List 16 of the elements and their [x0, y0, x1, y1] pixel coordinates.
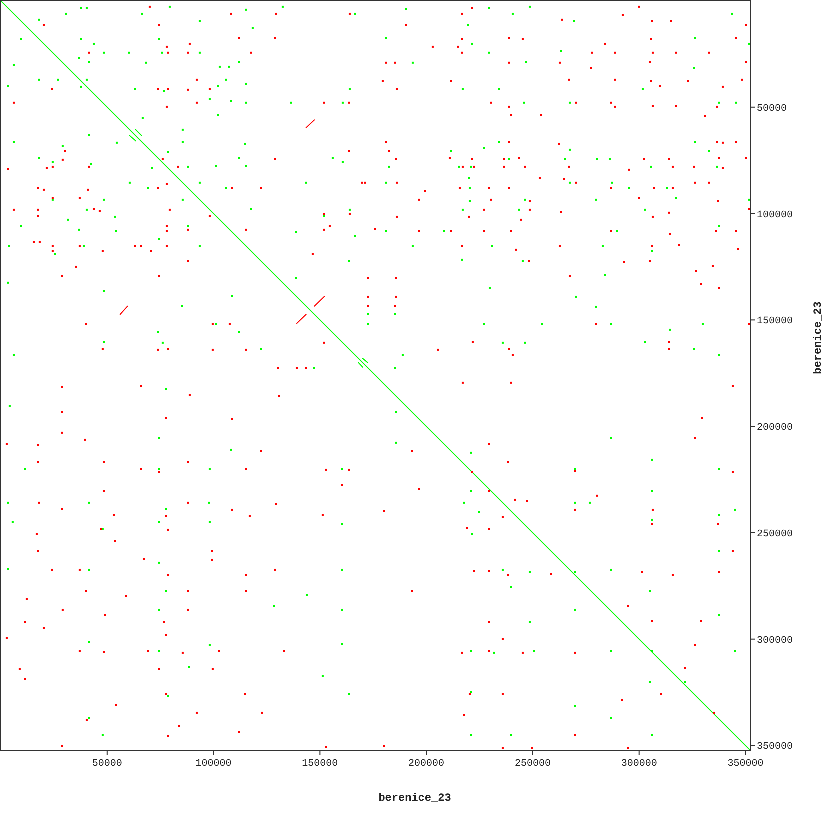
y-tick-label: 250000: [757, 529, 794, 540]
y-axis-title: berenice_23: [812, 301, 825, 374]
y-tick-label: 100000: [757, 210, 794, 222]
x-tick-label: 200000: [408, 759, 445, 770]
y-tick-label: 50000: [757, 104, 788, 115]
x-tick-label: 300000: [621, 759, 658, 770]
y-tick-label: 150000: [757, 316, 794, 328]
y-tick-label: 200000: [757, 423, 794, 434]
x-tick-label: 350000: [728, 759, 764, 770]
x-tick-label: 50000: [92, 759, 122, 770]
x-tick-label: 250000: [514, 759, 551, 770]
x-axis-title: berenice_23: [378, 793, 452, 805]
y-tick-label: 350000: [757, 742, 794, 754]
x-tick-label: 150000: [302, 759, 338, 770]
x-tick-label: 100000: [196, 759, 232, 770]
y-tick-label: 300000: [757, 636, 794, 647]
